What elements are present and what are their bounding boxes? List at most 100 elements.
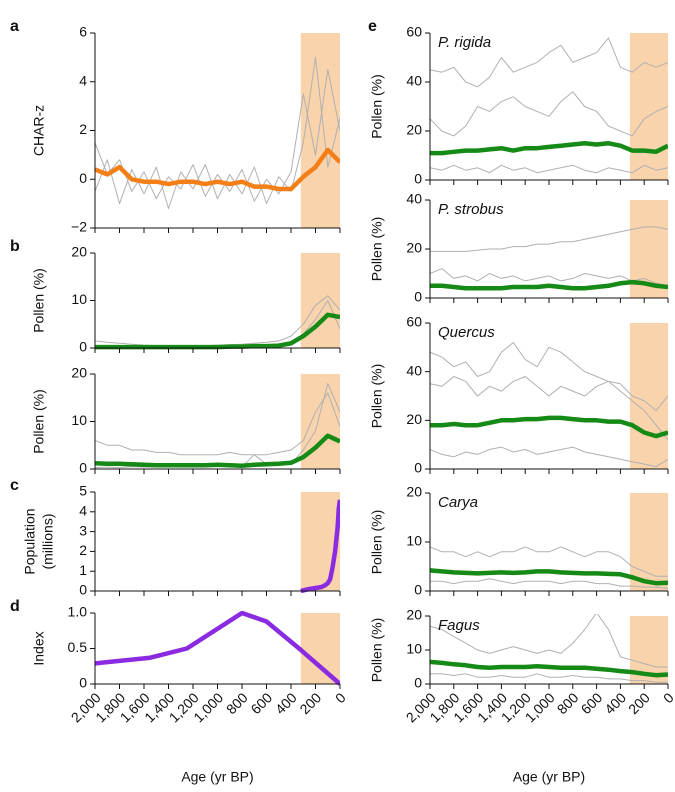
y-tick-label: −2 [71, 219, 87, 235]
panel-letter: c [10, 477, 19, 494]
y-axis-label: Pollen (%) [31, 268, 47, 333]
record-line [430, 446, 668, 468]
y-tick-label: 4 [79, 72, 87, 88]
highlight-band [300, 492, 340, 591]
y-axis-label: (millions) [40, 514, 56, 570]
record-line [430, 578, 668, 589]
record-line [430, 376, 668, 441]
y-axis-label: Population [22, 508, 38, 574]
y-tick-label: 4 [79, 503, 87, 519]
x-tick-label: 0 [332, 689, 349, 706]
panel-title: P. strobus [438, 201, 504, 218]
y-tick-label: 2 [79, 542, 87, 558]
x-axis-label: Age (yr BP) [181, 769, 253, 785]
y-axis-label: CHAR-z [31, 105, 47, 156]
y-tick-label: 2 [79, 121, 87, 137]
y-axis-label: Pollen (%) [369, 618, 385, 683]
x-tick-label: 200 [296, 689, 324, 717]
y-tick-label: 0 [414, 171, 422, 187]
y-tick-label: 0 [79, 170, 87, 186]
y-tick-label: 40 [406, 191, 422, 207]
y-tick-label: 0 [414, 675, 422, 691]
x-tick-label: 800 [223, 689, 251, 717]
y-axis-label: Index [31, 631, 47, 665]
y-axis-label: Pollen (%) [369, 364, 385, 429]
panel-letter: a [10, 18, 19, 35]
y-tick-label: 40 [406, 362, 422, 378]
y-tick-label: 0 [79, 675, 87, 691]
y-tick-label: 0 [79, 582, 87, 598]
mean-line [430, 279, 668, 291]
y-tick-label: 20 [71, 244, 87, 260]
mean-line [95, 611, 340, 686]
y-tick-label: 60 [406, 24, 422, 40]
x-tick-label: 200 [625, 689, 653, 717]
y-tick-label: 20 [71, 365, 87, 381]
y-axis-label: Pollen (%) [369, 510, 385, 575]
y-tick-label: 10 [406, 641, 422, 657]
panel-title: Fagus [438, 617, 480, 634]
y-axis-label: Pollen (%) [369, 74, 385, 139]
highlight-band [629, 493, 668, 591]
panel-letter: b [10, 238, 20, 255]
panel-letter: e [368, 18, 377, 35]
x-tick-label: 0 [660, 689, 675, 706]
y-tick-label: 0 [79, 460, 87, 476]
record-line [430, 164, 668, 174]
y-tick-label: 5 [79, 483, 87, 499]
mean-line [95, 312, 340, 350]
y-tick-label: 10 [406, 533, 422, 549]
x-tick-label: 600 [247, 689, 275, 717]
y-tick-label: 1.0 [68, 604, 88, 620]
x-tick-label: 800 [554, 689, 582, 717]
y-tick-label: 0 [414, 460, 422, 476]
y-tick-label: 20 [406, 484, 422, 500]
y-tick-label: 20 [406, 607, 422, 623]
highlight-band [629, 33, 668, 180]
y-tick-label: 20 [406, 122, 422, 138]
x-tick-label: 400 [601, 689, 629, 717]
x-tick-label: 400 [272, 689, 300, 717]
y-tick-label: 10 [71, 291, 87, 307]
y-axis-label: Pollen (%) [31, 389, 47, 454]
y-tick-label: 6 [79, 24, 87, 40]
y-tick-label: 0 [414, 289, 422, 305]
y-tick-label: 20 [406, 411, 422, 427]
y-tick-label: 40 [406, 73, 422, 89]
mean-line [430, 141, 668, 156]
record-line [430, 91, 668, 137]
panel-letter: d [10, 598, 20, 615]
y-axis-label: Pollen (%) [369, 217, 385, 282]
x-axis-label: Age (yr BP) [513, 769, 585, 785]
mean-line [430, 568, 668, 586]
y-tick-label: 0.5 [68, 639, 88, 655]
record-line [430, 342, 668, 412]
record-line [430, 268, 668, 287]
record-line [95, 56, 340, 209]
x-tick-label: 600 [578, 689, 606, 717]
record-line [95, 392, 340, 456]
record-line [95, 69, 340, 202]
y-tick-label: 0 [414, 582, 422, 598]
y-tick-label: 10 [71, 412, 87, 428]
panel-title: Quercus [438, 324, 495, 341]
mean-line [95, 433, 340, 468]
y-tick-label: 20 [406, 240, 422, 256]
panel-title: P. rigida [438, 34, 491, 51]
mean-line [95, 147, 340, 192]
record-line [430, 546, 668, 577]
mean-line [430, 659, 668, 678]
y-tick-label: 0 [79, 339, 87, 355]
highlight-band [629, 323, 668, 469]
record-line [430, 37, 668, 88]
y-tick-label: 1 [79, 562, 87, 578]
mean-line [430, 415, 668, 439]
y-tick-label: 3 [79, 522, 87, 538]
record-line [430, 614, 668, 668]
highlight-band [300, 613, 340, 684]
record-line [430, 673, 668, 683]
y-tick-label: 60 [406, 314, 422, 330]
highlight-band [300, 33, 340, 228]
record-line [430, 226, 668, 252]
